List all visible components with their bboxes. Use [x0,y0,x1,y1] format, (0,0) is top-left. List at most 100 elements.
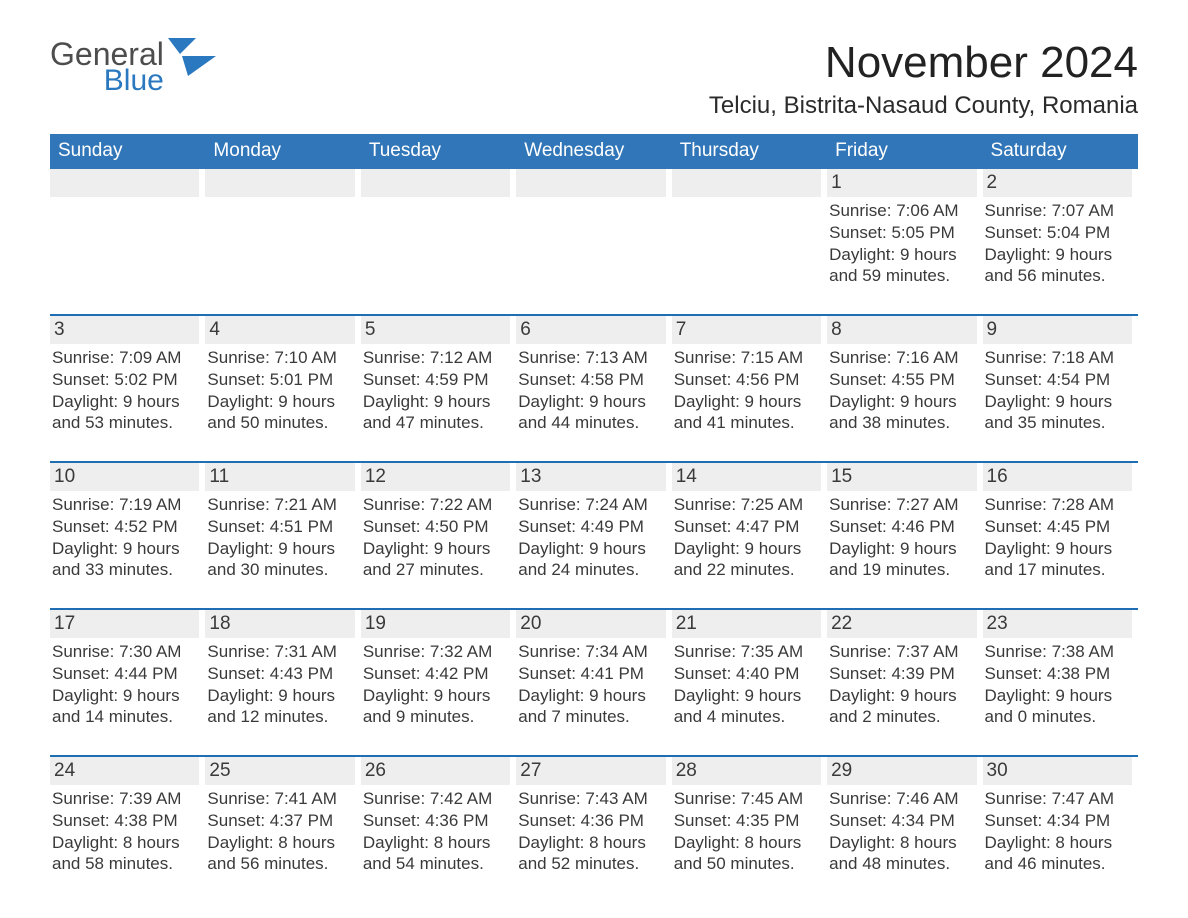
day-body: Sunrise: 7:43 AMSunset: 4:36 PMDaylight:… [516,785,665,875]
sunrise-line: Sunrise: 7:24 AM [518,494,665,516]
sunset-line: Sunset: 5:01 PM [207,369,354,391]
calendar-day-cell: 15Sunrise: 7:27 AMSunset: 4:46 PMDayligh… [827,463,982,609]
daylight-line: Daylight: 9 hours and 2 minutes. [829,685,976,729]
daylight-line: Daylight: 9 hours and 33 minutes. [52,538,199,582]
daylight-line: Daylight: 9 hours and 47 minutes. [363,391,510,435]
calendar-day-cell: 11Sunrise: 7:21 AMSunset: 4:51 PMDayligh… [205,463,360,609]
calendar-column-header: Wednesday [516,134,671,169]
sunrise-line: Sunrise: 7:19 AM [52,494,199,516]
calendar-column-header: Monday [205,134,360,169]
sunrise-line: Sunrise: 7:16 AM [829,347,976,369]
day-body: Sunrise: 7:35 AMSunset: 4:40 PMDaylight:… [672,638,821,733]
day-body: Sunrise: 7:46 AMSunset: 4:34 PMDaylight:… [827,785,976,875]
day-number: 29 [827,757,976,785]
calendar-body: 1Sunrise: 7:06 AMSunset: 5:05 PMDaylight… [50,169,1138,897]
calendar-week-row: 3Sunrise: 7:09 AMSunset: 5:02 PMDaylight… [50,316,1138,462]
daylight-line: Daylight: 8 hours and 50 minutes. [674,832,821,876]
sunset-line: Sunset: 4:55 PM [829,369,976,391]
sunset-line: Sunset: 4:58 PM [518,369,665,391]
sunset-line: Sunset: 4:49 PM [518,516,665,538]
sunset-line: Sunset: 4:54 PM [985,369,1132,391]
empty-day-number [361,169,510,197]
calendar-day-cell: 28Sunrise: 7:45 AMSunset: 4:35 PMDayligh… [672,757,827,897]
daylight-line: Daylight: 9 hours and 22 minutes. [674,538,821,582]
sunset-line: Sunset: 4:38 PM [985,663,1132,685]
calendar-week-row: 10Sunrise: 7:19 AMSunset: 4:52 PMDayligh… [50,463,1138,609]
empty-day-body [50,197,199,292]
calendar-day-cell: 18Sunrise: 7:31 AMSunset: 4:43 PMDayligh… [205,610,360,756]
calendar-day-cell: 14Sunrise: 7:25 AMSunset: 4:47 PMDayligh… [672,463,827,609]
calendar-week-row: 17Sunrise: 7:30 AMSunset: 4:44 PMDayligh… [50,610,1138,756]
day-number: 18 [205,610,354,638]
calendar-day-cell [672,169,827,315]
sunrise-line: Sunrise: 7:09 AM [52,347,199,369]
calendar-column-header: Saturday [983,134,1138,169]
sunrise-line: Sunrise: 7:18 AM [985,347,1132,369]
brand-flag-icon [168,38,222,76]
header-row: General Blue November 2024 Telciu, Bistr… [50,20,1138,134]
sunrise-line: Sunrise: 7:41 AM [207,788,354,810]
day-body: Sunrise: 7:31 AMSunset: 4:43 PMDaylight:… [205,638,354,733]
sunset-line: Sunset: 4:39 PM [829,663,976,685]
calendar-day-cell: 3Sunrise: 7:09 AMSunset: 5:02 PMDaylight… [50,316,205,462]
calendar-day-cell: 9Sunrise: 7:18 AMSunset: 4:54 PMDaylight… [983,316,1138,462]
sunset-line: Sunset: 4:35 PM [674,810,821,832]
sunrise-line: Sunrise: 7:35 AM [674,641,821,663]
day-number: 8 [827,316,976,344]
daylight-line: Daylight: 9 hours and 24 minutes. [518,538,665,582]
day-body: Sunrise: 7:15 AMSunset: 4:56 PMDaylight:… [672,344,821,439]
day-number: 6 [516,316,665,344]
day-body: Sunrise: 7:39 AMSunset: 4:38 PMDaylight:… [50,785,199,875]
sunset-line: Sunset: 4:47 PM [674,516,821,538]
sunset-line: Sunset: 4:34 PM [985,810,1132,832]
day-number: 20 [516,610,665,638]
sunset-line: Sunset: 4:52 PM [52,516,199,538]
daylight-line: Daylight: 9 hours and 53 minutes. [52,391,199,435]
day-body: Sunrise: 7:27 AMSunset: 4:46 PMDaylight:… [827,491,976,586]
sunrise-line: Sunrise: 7:43 AM [518,788,665,810]
day-number: 7 [672,316,821,344]
sunrise-line: Sunrise: 7:45 AM [674,788,821,810]
daylight-line: Daylight: 8 hours and 48 minutes. [829,832,976,876]
daylight-line: Daylight: 9 hours and 35 minutes. [985,391,1132,435]
sunrise-line: Sunrise: 7:12 AM [363,347,510,369]
daylight-line: Daylight: 9 hours and 30 minutes. [207,538,354,582]
day-number: 23 [983,610,1132,638]
daylight-line: Daylight: 9 hours and 0 minutes. [985,685,1132,729]
empty-day-body [205,197,354,292]
day-number: 10 [50,463,199,491]
calendar-day-cell: 20Sunrise: 7:34 AMSunset: 4:41 PMDayligh… [516,610,671,756]
sunset-line: Sunset: 4:51 PM [207,516,354,538]
daylight-line: Daylight: 9 hours and 50 minutes. [207,391,354,435]
day-body: Sunrise: 7:42 AMSunset: 4:36 PMDaylight:… [361,785,510,875]
calendar-day-cell: 2Sunrise: 7:07 AMSunset: 5:04 PMDaylight… [983,169,1138,315]
day-body: Sunrise: 7:16 AMSunset: 4:55 PMDaylight:… [827,344,976,439]
daylight-line: Daylight: 8 hours and 46 minutes. [985,832,1132,876]
sunset-line: Sunset: 4:34 PM [829,810,976,832]
calendar-day-cell: 22Sunrise: 7:37 AMSunset: 4:39 PMDayligh… [827,610,982,756]
sunset-line: Sunset: 5:04 PM [985,222,1132,244]
day-number: 1 [827,169,976,197]
calendar-day-cell [361,169,516,315]
sunrise-line: Sunrise: 7:37 AM [829,641,976,663]
calendar-day-cell: 10 Sunrise: 7:19 AMSunset: 4:52 PMDayligh… [50,463,205,609]
sunrise-line: Sunrise: 7:32 AM [363,641,510,663]
daylight-line: Daylight: 9 hours and 59 minutes. [829,244,976,288]
day-body: Sunrise: 7:41 AMSunset: 4:37 PMDaylight:… [205,785,354,875]
sunrise-line: Sunrise: 7:27 AM [829,494,976,516]
sunset-line: Sunset: 5:05 PM [829,222,976,244]
day-body: Sunrise: 7:06 AMSunset: 5:05 PMDaylight:… [827,197,976,292]
day-body: Sunrise: 7:37 AMSunset: 4:39 PMDaylight:… [827,638,976,733]
sunrise-line: Sunrise: 7:39 AM [52,788,199,810]
daylight-line: Daylight: 9 hours and 38 minutes. [829,391,976,435]
calendar-day-cell: 23Sunrise: 7:38 AMSunset: 4:38 PMDayligh… [983,610,1138,756]
day-body: Sunrise: 7:07 AMSunset: 5:04 PMDaylight:… [983,197,1132,292]
sunrise-line: Sunrise: 7:31 AM [207,641,354,663]
day-body: Sunrise: 7:13 AMSunset: 4:58 PMDaylight:… [516,344,665,439]
daylight-line: Daylight: 8 hours and 58 minutes. [52,832,199,876]
day-body: Sunrise: 7:45 AMSunset: 4:35 PMDaylight:… [672,785,821,875]
daylight-line: Daylight: 9 hours and 14 minutes. [52,685,199,729]
day-number: 28 [672,757,821,785]
title-block: November 2024 Telciu, Bistrita-Nasaud Co… [709,20,1138,134]
sunset-line: Sunset: 4:41 PM [518,663,665,685]
